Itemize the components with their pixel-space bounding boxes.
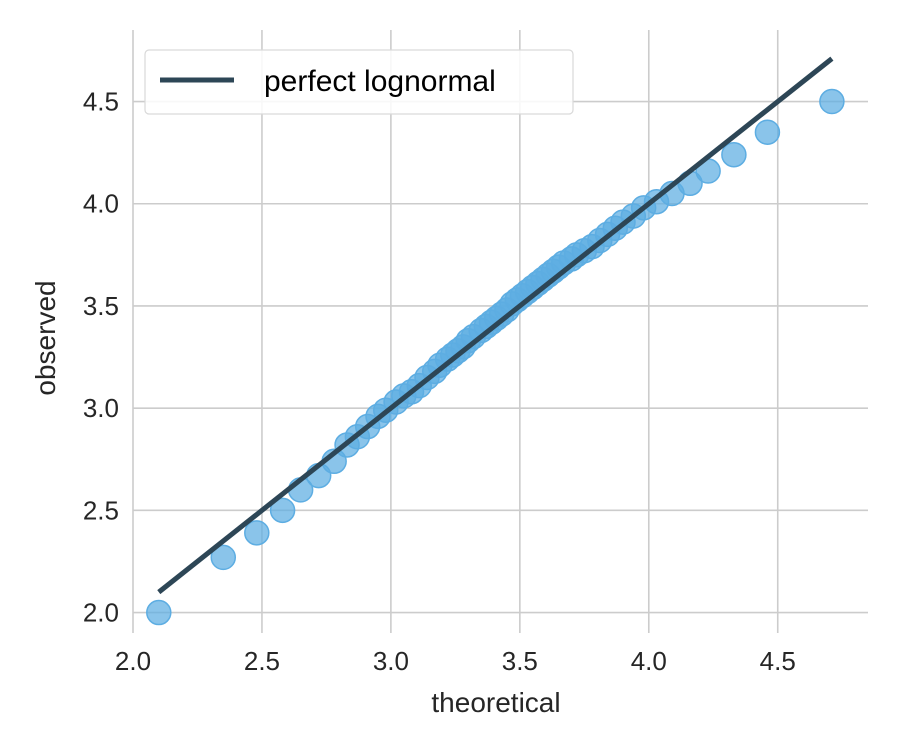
scatter-point <box>819 88 845 115</box>
y-tick-label: 4.0 <box>83 189 119 219</box>
reference-line <box>157 56 834 595</box>
y-tick-label: 3.0 <box>83 393 119 423</box>
x-axis-label: theoretical <box>431 687 560 718</box>
scatter-point <box>754 119 781 145</box>
legend: perfect lognormal <box>144 49 574 115</box>
reference-lines <box>157 56 834 595</box>
legend-label: perfect lognormal <box>264 65 496 98</box>
scatter-point <box>721 141 747 168</box>
y-tick-label: 2.5 <box>83 495 119 525</box>
x-tick-label: 4.5 <box>760 646 796 676</box>
x-tick-label: 2.0 <box>115 646 151 676</box>
scatter-point <box>269 497 296 524</box>
x-tick-label: 4.0 <box>631 646 667 676</box>
x-tick-label: 3.5 <box>502 646 538 676</box>
legend-box <box>144 49 574 115</box>
y-tick-label: 3.5 <box>83 291 119 321</box>
x-tick-label: 3.0 <box>373 646 409 676</box>
scatter-points <box>146 88 845 626</box>
scatter-point <box>210 544 237 571</box>
y-tick-label: 2.0 <box>83 598 119 628</box>
y-axis-label: observed <box>30 280 61 395</box>
x-tick-labels: 2.0 2.5 3.0 3.5 4.0 4.5 <box>115 646 796 676</box>
y-tick-label: 4.5 <box>83 87 119 117</box>
x-tick-label: 2.5 <box>244 646 280 676</box>
scatter-point <box>244 520 270 546</box>
y-tick-labels: 2.0 2.5 3.0 3.5 4.0 4.5 <box>83 87 119 628</box>
scatter-point <box>146 599 172 626</box>
